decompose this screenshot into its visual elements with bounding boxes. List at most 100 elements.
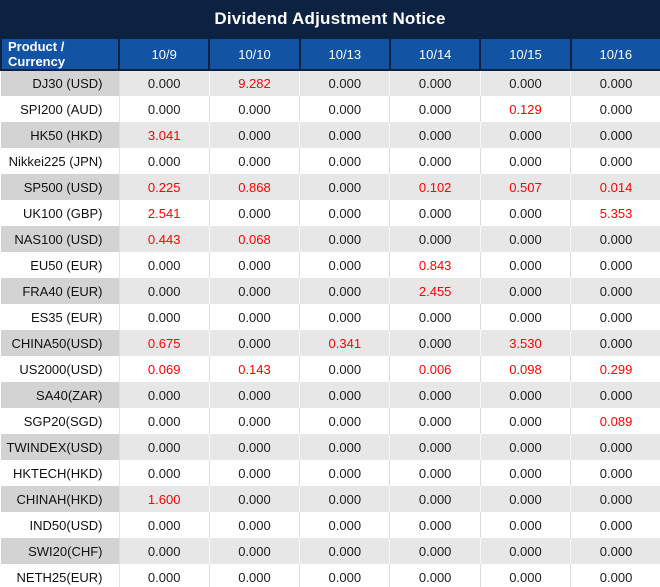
product-cell: SP500 (USD) <box>1 174 120 200</box>
dividend-value-cell: 0.000 <box>119 434 210 460</box>
dividend-value-cell: 0.000 <box>209 330 301 356</box>
dividend-value-cell: 0.000 <box>299 382 391 408</box>
dividend-value-cell: 0.000 <box>119 512 210 538</box>
dividend-value-cell: 0.000 <box>570 538 660 564</box>
dividend-value-cell: 0.000 <box>209 408 301 434</box>
dividend-value-cell: 0.000 <box>570 512 660 538</box>
dividend-value-cell: 0.102 <box>389 174 481 200</box>
dividend-value-cell: 3.530 <box>480 330 572 356</box>
dividend-value-cell: 0.089 <box>570 408 660 434</box>
dividend-value-cell: 0.000 <box>480 252 572 278</box>
product-cell: CHINA50(USD) <box>1 330 120 356</box>
dividend-value-cell: 0.000 <box>480 382 572 408</box>
dividend-value-cell: 0.675 <box>119 330 210 356</box>
dividend-value-cell: 0.000 <box>119 252 210 278</box>
dividend-value-cell: 0.000 <box>119 96 210 122</box>
product-currency-header: Product / Currency <box>0 37 120 71</box>
dividend-value-cell: 0.000 <box>209 252 301 278</box>
table-row: US2000(USD) 0.069 0.143 0.000 0.006 0.098 0.29… <box>1 356 660 382</box>
dividend-value-cell: 0.000 <box>209 512 301 538</box>
product-cell: DJ30 (USD) <box>1 70 120 96</box>
dividend-value-cell: 0.000 <box>299 200 391 226</box>
table-row: CHINA50(USD) 0.675 0.000 0.341 0.000 3.530 0.0… <box>1 330 660 356</box>
table-row: EU50 (EUR) 0.000 0.000 0.000 0.843 0.000 0.000 <box>1 252 660 278</box>
dividend-value-cell: 0.129 <box>480 96 572 122</box>
dividend-value-cell: 0.000 <box>570 70 660 96</box>
dividend-value-cell: 0.000 <box>570 278 660 304</box>
product-cell: UK100 (GBP) <box>1 200 120 226</box>
dividend-value-cell: 2.455 <box>389 278 481 304</box>
dividend-value-cell: 0.000 <box>570 486 660 512</box>
dividend-value-cell: 0.000 <box>389 122 481 148</box>
dividend-value-cell: 0.000 <box>480 408 572 434</box>
table-row: FRA40 (EUR) 0.000 0.000 0.000 2.455 0.000 0.00… <box>1 278 660 304</box>
product-cell: FRA40 (EUR) <box>1 278 120 304</box>
table-row: IND50(USD) 0.000 0.000 0.000 0.000 0.000 0.000 <box>1 512 660 538</box>
dividend-value-cell: 0.068 <box>209 226 301 252</box>
dividend-value-cell: 0.000 <box>209 278 301 304</box>
dividend-value-cell: 2.541 <box>119 200 210 226</box>
dividend-value-cell: 0.000 <box>299 122 391 148</box>
dividend-value-cell: 0.000 <box>389 96 481 122</box>
dividend-value-cell: 0.000 <box>480 226 572 252</box>
dividend-value-cell: 0.000 <box>570 252 660 278</box>
product-cell: ES35 (EUR) <box>1 304 120 330</box>
date-column-header: 10/10 <box>208 37 301 71</box>
dividend-value-cell: 0.000 <box>389 486 481 512</box>
dividend-value-cell: 0.000 <box>209 434 301 460</box>
dividend-value-cell: 0.000 <box>389 330 481 356</box>
dividend-value-cell: 0.000 <box>299 564 391 587</box>
table-row: SA40(ZAR) 0.000 0.000 0.000 0.000 0.000 0.000 <box>1 382 660 408</box>
dividend-value-cell: 0.843 <box>389 252 481 278</box>
dividend-value-cell: 0.000 <box>389 434 481 460</box>
page-title: Dividend Adjustment Notice <box>0 0 660 37</box>
dividend-value-cell: 0.000 <box>570 564 660 587</box>
date-column-header: 10/14 <box>388 37 482 71</box>
dividend-value-cell: 0.000 <box>389 460 481 486</box>
dividend-adjustment-table: Product / Currency 10/9 10/10 10/13 10/1… <box>0 37 660 587</box>
table-row: ES35 (EUR) 0.000 0.000 0.000 0.000 0.000 0.000 <box>1 304 660 330</box>
date-column-header: 10/9 <box>117 37 211 71</box>
table-row: TWINDEX(USD) 0.000 0.000 0.000 0.000 0.000 0.0… <box>1 434 660 460</box>
dividend-value-cell: 0.000 <box>209 148 301 174</box>
dividend-value-cell: 0.000 <box>389 564 481 587</box>
dividend-value-cell: 0.000 <box>299 304 391 330</box>
dividend-value-cell: 0.000 <box>480 70 572 96</box>
dividend-value-cell: 0.000 <box>299 278 391 304</box>
dividend-value-cell: 0.000 <box>389 304 481 330</box>
dividend-value-cell: 0.000 <box>570 122 660 148</box>
dividend-value-cell: 0.000 <box>570 382 660 408</box>
table-row: SGP20(SGD) 0.000 0.000 0.000 0.000 0.000 0.089 <box>1 408 660 434</box>
dividend-value-cell: 3.041 <box>119 122 210 148</box>
dividend-value-cell: 0.000 <box>209 382 301 408</box>
dividend-value-cell: 0.000 <box>480 122 572 148</box>
dividend-value-cell: 0.000 <box>480 278 572 304</box>
dividend-value-cell: 0.000 <box>119 278 210 304</box>
dividend-value-cell: 0.000 <box>299 538 391 564</box>
dividend-value-cell: 0.000 <box>209 538 301 564</box>
product-cell: TWINDEX(USD) <box>1 434 120 460</box>
dividend-value-cell: 0.000 <box>480 460 572 486</box>
table-row: NETH25(EUR) 0.000 0.000 0.000 0.000 0.000 0.00… <box>1 564 660 587</box>
product-cell: HKTECH(HKD) <box>1 460 120 486</box>
dividend-value-cell: 0.000 <box>389 512 481 538</box>
dividend-value-cell: 0.443 <box>119 226 210 252</box>
dividend-value-cell: 0.000 <box>119 382 210 408</box>
date-column-header: 10/13 <box>298 37 391 71</box>
dividend-value-cell: 0.000 <box>389 70 481 96</box>
product-cell: CHINAH(HKD) <box>1 486 120 512</box>
dividend-value-cell: 0.000 <box>570 330 660 356</box>
table-header-row: Product / Currency 10/9 10/10 10/13 10/1… <box>0 37 660 71</box>
dividend-value-cell: 0.000 <box>209 486 301 512</box>
dividend-value-cell: 1.600 <box>119 486 210 512</box>
dividend-value-cell: 0.000 <box>299 512 391 538</box>
product-cell: Nikkei225 (JPN) <box>1 148 120 174</box>
dividend-value-cell: 0.225 <box>119 174 210 200</box>
table-row: SP500 (USD) 0.225 0.868 0.000 0.102 0.507 0.01… <box>1 174 660 200</box>
dividend-value-cell: 0.000 <box>209 564 301 587</box>
dividend-value-cell: 0.000 <box>389 408 481 434</box>
dividend-value-cell: 0.000 <box>389 382 481 408</box>
table-row: SWI20(CHF) 0.000 0.000 0.000 0.000 0.000 0.000 <box>1 538 660 564</box>
dividend-value-cell: 0.000 <box>119 148 210 174</box>
table-row: CHINAH(HKD) 1.600 0.000 0.000 0.000 0.000 0.00… <box>1 486 660 512</box>
